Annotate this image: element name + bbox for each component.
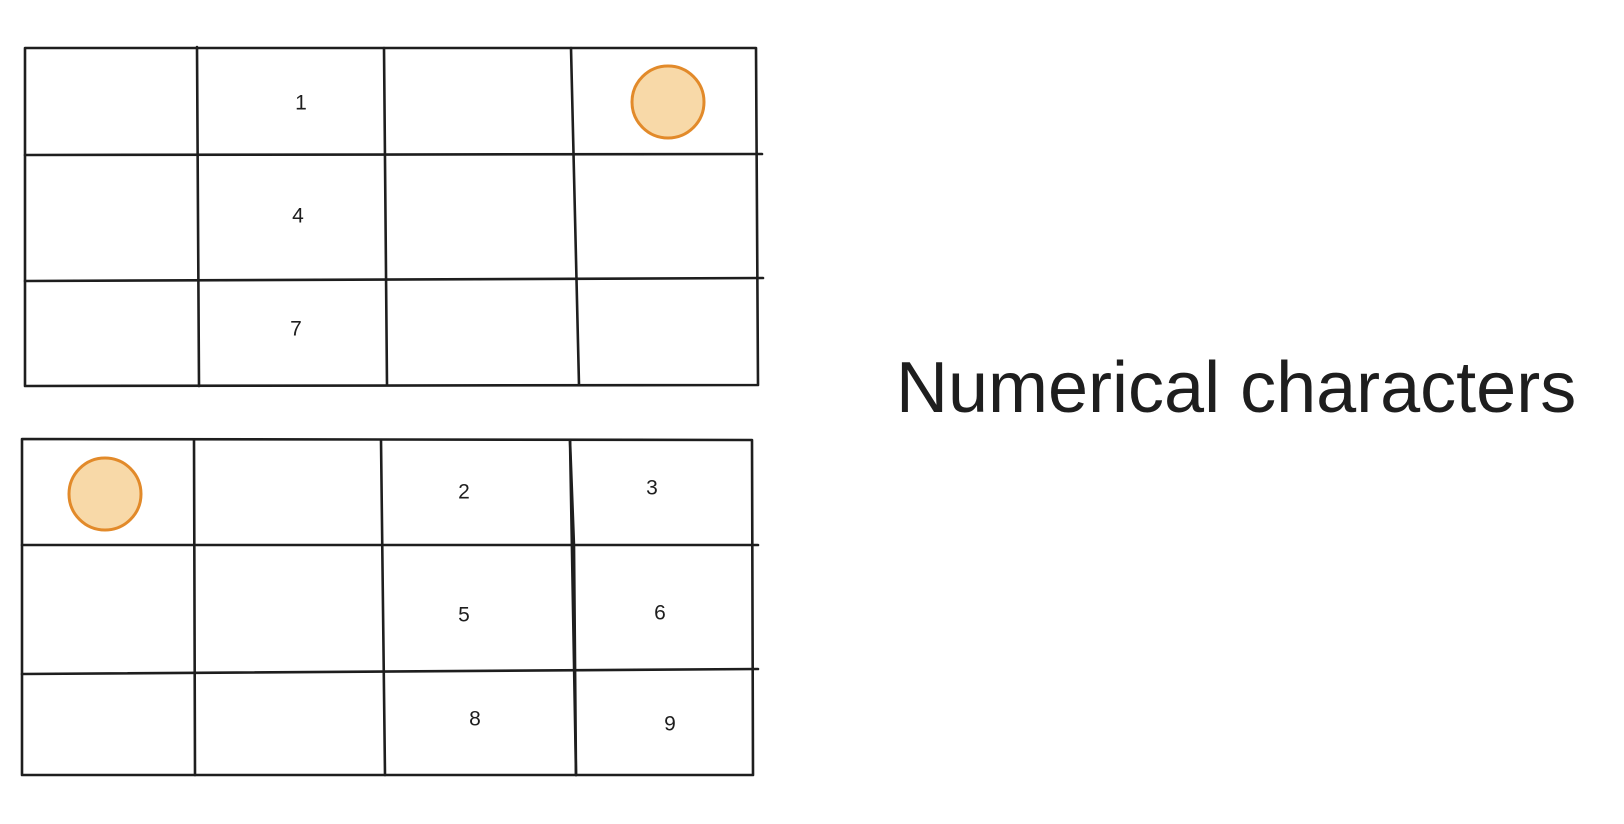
cell-label-9: 9 [664, 713, 676, 736]
cell-label-2: 2 [458, 481, 470, 504]
top-grid-col-divider [195, 45, 201, 388]
bottom-grid-col-divider [379, 438, 387, 777]
bottom-grid-row-divider [20, 667, 760, 676]
top-grid: 1 4 7 [23, 45, 765, 388]
bottom-grid: 2 3 5 6 8 9 [20, 437, 760, 777]
top-grid-border [23, 46, 760, 388]
cell-label-4: 4 [292, 205, 304, 228]
top-grid-row-divider [23, 276, 765, 283]
bottom-grid-border [20, 437, 755, 777]
cell-label-1: 1 [295, 92, 307, 115]
cell-label-6: 6 [654, 602, 666, 625]
top-grid-col-divider [382, 46, 389, 387]
top-grid-marker [630, 64, 706, 140]
cell-label-8: 8 [469, 708, 481, 731]
bottom-grid-col-divider [192, 438, 197, 777]
top-grid-col-divider [569, 46, 581, 387]
top-grid-row-divider [23, 152, 764, 157]
bottom-grid-col-divider-sketch [568, 438, 578, 777]
cell-label-5: 5 [458, 604, 470, 627]
cell-label-7: 7 [290, 318, 302, 341]
cell-label-3: 3 [646, 477, 658, 500]
diagram-heading: Numerical characters [896, 348, 1576, 428]
bottom-grid-marker [67, 456, 143, 532]
